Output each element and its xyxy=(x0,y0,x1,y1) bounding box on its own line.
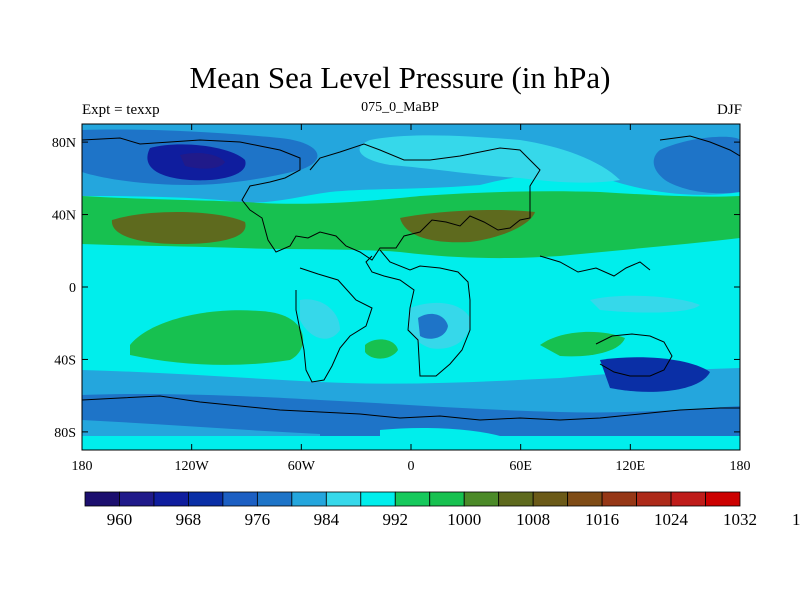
colorbar-swatch xyxy=(394,491,431,507)
coast-australia xyxy=(595,333,673,377)
colorbar-swatch xyxy=(429,491,465,507)
colorbar-label: 976 xyxy=(245,510,271,529)
southamerica-low xyxy=(300,299,340,339)
colorbar: 960 968 976 984 992 1000 1008 1016 1024 1032 1040 xyxy=(84,491,800,529)
pacific-high-core xyxy=(111,211,246,244)
y-tick-label: 0 xyxy=(69,281,76,296)
asian-high-core xyxy=(400,210,535,243)
colorbar-label: 1000 xyxy=(447,510,481,529)
colorbar-swatch xyxy=(636,491,672,507)
colorbar-swatch xyxy=(498,491,534,507)
coast-africa xyxy=(365,249,471,377)
x-tick-label: 120E xyxy=(616,459,646,474)
africa-low-core xyxy=(418,313,448,339)
arctic-high-area xyxy=(359,135,620,183)
x-tick-label: 60W xyxy=(288,459,316,474)
colorbar-swatch xyxy=(256,491,293,507)
south-atlantic-high xyxy=(365,339,398,359)
x-tick-label: 0 xyxy=(408,459,415,474)
coast-south-america xyxy=(295,267,373,383)
indian-ocean-high xyxy=(540,331,625,357)
experiment-label: Expt = texxp xyxy=(82,102,160,118)
period-label: 075_0_MaBP xyxy=(361,100,439,115)
coast-antarctica xyxy=(82,395,740,421)
y-tick-label: 40N xyxy=(52,209,76,224)
colorbar-swatch xyxy=(222,491,258,507)
y-axis: 80N 40N 0 40S 80S xyxy=(52,136,740,441)
coast-maritime xyxy=(539,255,651,277)
x-tick-label: 60E xyxy=(509,459,532,474)
colorbar-label: 1040 xyxy=(792,510,800,529)
colorbar-label: 1024 xyxy=(654,510,689,529)
colorbar-swatch xyxy=(119,491,155,507)
colorbar-swatch xyxy=(601,491,637,507)
icelandic-low xyxy=(653,136,740,194)
chart-title: Mean Sea Level Pressure (in hPa) xyxy=(189,60,611,95)
x-tick-label: 180 xyxy=(72,459,93,474)
colorbar-swatch xyxy=(325,491,362,507)
colorbar-label: 992 xyxy=(383,510,409,529)
colorbar-swatch xyxy=(153,491,189,507)
y-tick-label: 80S xyxy=(54,426,76,441)
aleutian-low-center xyxy=(180,152,225,169)
australia-low xyxy=(590,295,700,313)
antarctic-east-low xyxy=(600,357,710,392)
colorbar-label: 984 xyxy=(314,510,340,529)
colorbar-swatch xyxy=(567,491,603,507)
polar-patch xyxy=(380,428,500,450)
coast-greenland xyxy=(659,135,740,157)
season-label: DJF xyxy=(716,102,742,118)
colorbar-swatch xyxy=(463,491,500,507)
colorbar-label: 960 xyxy=(107,510,133,529)
colorbar-label: 1032 xyxy=(723,510,757,529)
colorbar-swatch xyxy=(360,491,396,507)
pressure-field xyxy=(82,124,740,450)
y-tick-label: 80N xyxy=(52,136,76,151)
y-tick-label: 40S xyxy=(54,353,76,368)
x-axis: 180 120W 60W 0 60E 120E 180 xyxy=(72,124,751,474)
colorbar-swatch xyxy=(291,491,327,507)
colorbar-swatch xyxy=(188,491,224,507)
south-pacific-high xyxy=(130,310,304,365)
coastlines xyxy=(82,135,740,421)
colorbar-swatch xyxy=(532,491,569,507)
colorbar-label: 1016 xyxy=(585,510,619,529)
x-tick-label: 180 xyxy=(730,459,751,474)
x-tick-label: 120W xyxy=(175,459,210,474)
colorbar-swatch xyxy=(705,491,741,507)
colorbar-label: 968 xyxy=(176,510,202,529)
coast-northern-continents xyxy=(82,137,541,261)
colorbar-swatch xyxy=(84,491,120,507)
colorbar-swatch xyxy=(670,491,706,507)
colorbar-label: 1008 xyxy=(516,510,550,529)
